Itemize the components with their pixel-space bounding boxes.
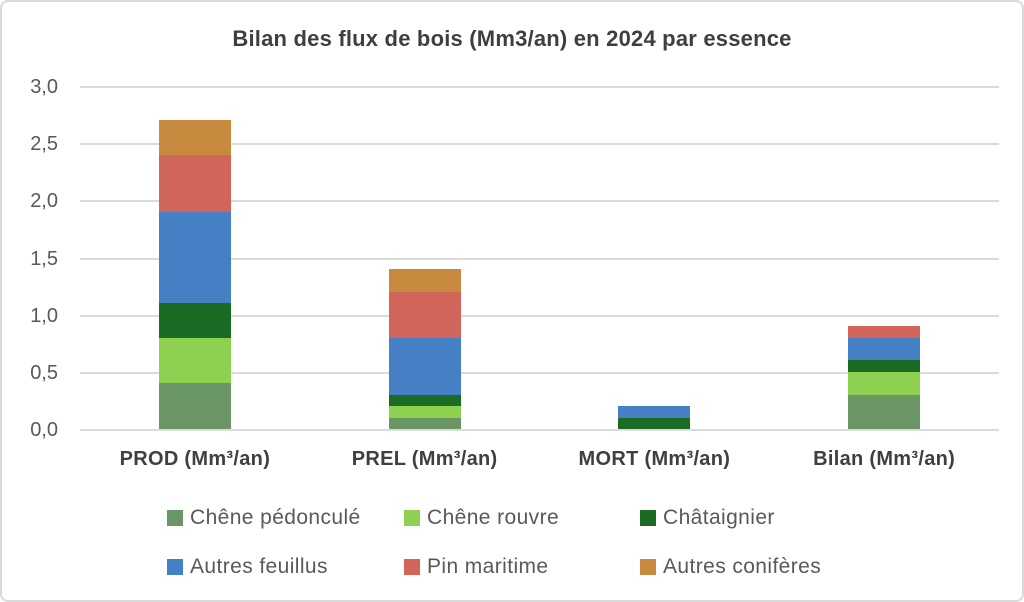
bar-segment (848, 337, 921, 361)
x-axis-category-label: PROD (Mm³/an) (119, 448, 271, 470)
bar-segment (388, 337, 461, 395)
legend-item: Châtaignier (640, 505, 775, 531)
bar-segment (158, 383, 231, 429)
bar-segment (848, 326, 921, 338)
gridline (80, 257, 999, 260)
bar-stack (388, 269, 461, 429)
legend-swatch (404, 510, 420, 526)
bar-segment (388, 394, 461, 407)
legend-label: Autres conifères (663, 555, 822, 578)
legend-swatch (167, 510, 183, 526)
legend-item: Chêne pédonculé (167, 505, 361, 531)
y-axis-tick-label: 2,0 (30, 190, 58, 213)
y-axis-tick-label: 0,0 (30, 419, 58, 441)
bar-segment (158, 120, 231, 155)
bar-stack (158, 120, 231, 429)
gridline (80, 86, 999, 88)
legend-item: Autres conifères (640, 554, 821, 580)
legend-item: Autres feuillus (167, 554, 328, 580)
legend-label: Chêne rouvre (427, 506, 560, 529)
bar-segment (158, 211, 231, 304)
legend-swatch (404, 559, 420, 575)
legend-item: Chêne rouvre (404, 505, 559, 531)
gridline (80, 429, 999, 431)
bar-stack (618, 406, 691, 429)
x-axis-category-label: Bilan (Mm³/an) (813, 448, 956, 470)
legend-swatch (640, 559, 656, 575)
y-axis-tick-label: 2,5 (30, 133, 58, 156)
legend-label: Pin maritime (427, 555, 549, 578)
bar-segment (618, 406, 691, 418)
bar-segment (848, 394, 921, 429)
legend-label: Autres feuillus (190, 555, 328, 578)
bar-segment (158, 303, 231, 338)
legend-swatch (167, 559, 183, 575)
bar-segment (158, 337, 231, 384)
chart-title: Bilan des flux de bois (Mm3/an) en 2024 … (232, 26, 792, 51)
gridline (80, 371, 999, 374)
gridline (80, 200, 999, 203)
legend-label: Chêne pédonculé (190, 506, 361, 529)
bar-segment (158, 154, 231, 212)
bar-segment (388, 269, 461, 292)
bar-segment (848, 371, 921, 395)
bar-segment (388, 406, 461, 418)
legend-swatch (640, 510, 656, 526)
bar-segment (618, 417, 691, 429)
y-axis-tick-label: 0,5 (30, 361, 58, 384)
x-axis-category-label: PREL (Mm³/an) (351, 448, 498, 470)
bar-segment (388, 417, 461, 429)
bar-segment (848, 360, 921, 372)
bar-stack (848, 326, 921, 429)
legend-label: Châtaignier (663, 506, 775, 529)
bar-segment (388, 291, 461, 338)
y-axis-tick-label: 1,5 (30, 247, 58, 270)
x-axis-category-label: MORT (Mm³/an) (578, 448, 731, 470)
y-axis-tick-label: 3,0 (30, 76, 58, 98)
gridline (80, 143, 999, 146)
plot-area (80, 86, 999, 431)
legend-item: Pin maritime (404, 554, 549, 580)
gridline (80, 314, 999, 317)
y-axis-tick-label: 1,0 (30, 304, 58, 327)
